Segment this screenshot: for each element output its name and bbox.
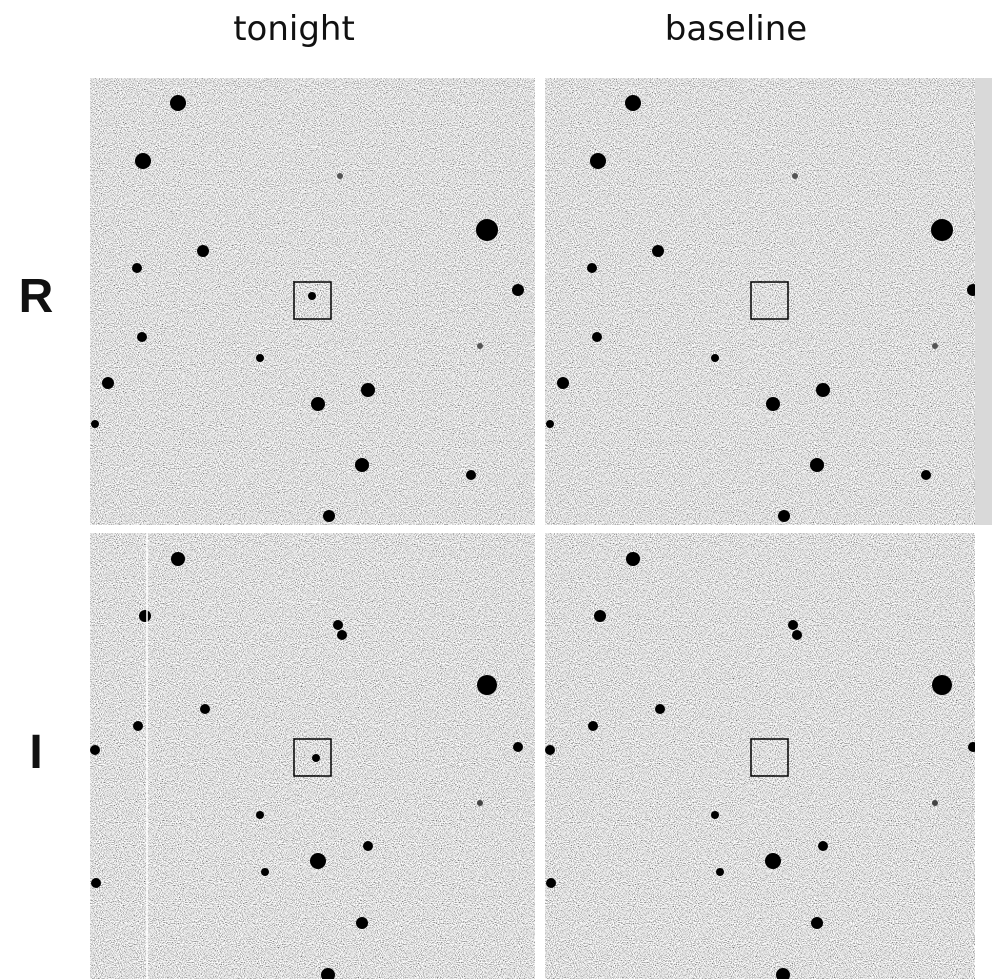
image-panel: [545, 78, 975, 525]
column-title: baseline: [665, 9, 807, 49]
row-title: R: [19, 270, 54, 323]
image-panel: [545, 533, 975, 979]
row-title: I: [29, 726, 42, 779]
image-panel: [90, 533, 535, 979]
image-edge: [975, 78, 992, 525]
column-title: tonight: [233, 9, 355, 49]
image-panel: [90, 78, 535, 525]
